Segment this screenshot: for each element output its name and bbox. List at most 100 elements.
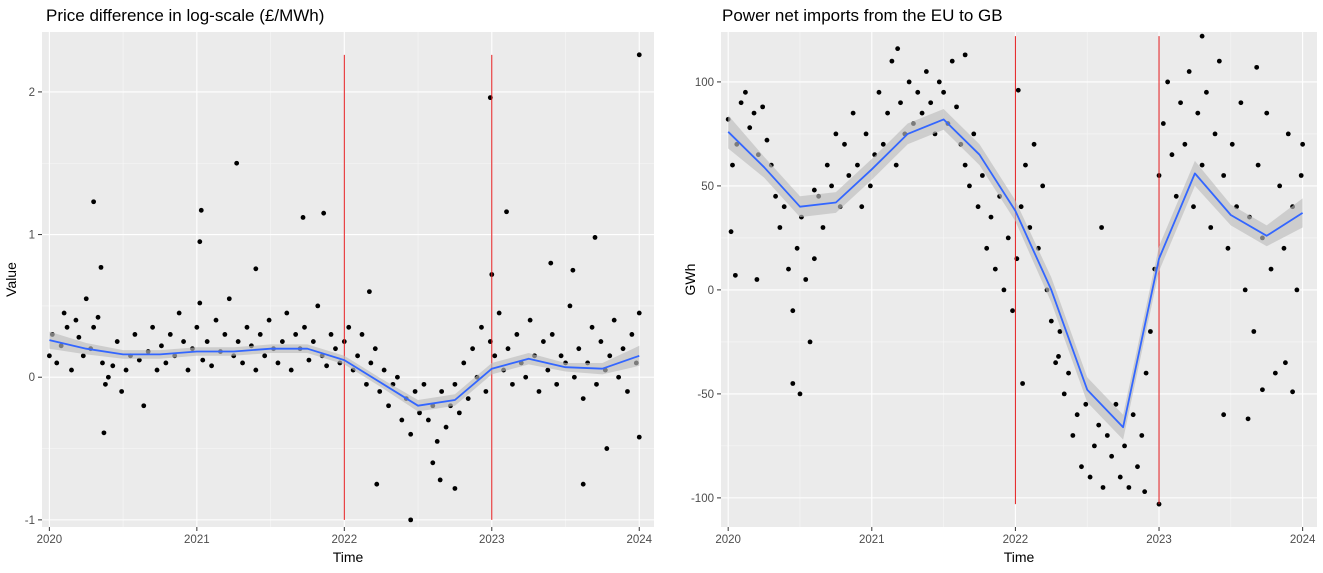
data-point bbox=[1048, 318, 1054, 324]
data-point bbox=[1272, 370, 1278, 376]
data-point bbox=[1079, 464, 1084, 470]
data-point bbox=[962, 52, 968, 58]
data-point bbox=[919, 110, 925, 116]
data-point bbox=[234, 160, 240, 166]
data-point bbox=[465, 396, 471, 402]
data-point bbox=[1104, 433, 1110, 438]
x-tick-label: 2022 bbox=[1003, 534, 1029, 546]
data-point bbox=[967, 183, 972, 189]
data-point bbox=[119, 389, 125, 394]
data-point bbox=[592, 235, 598, 240]
x-tick-label: 2024 bbox=[1290, 534, 1316, 546]
data-point bbox=[1277, 183, 1283, 189]
x-tick-label: 2023 bbox=[479, 534, 505, 546]
y-axis-title: Value bbox=[3, 262, 19, 297]
data-point bbox=[589, 324, 595, 330]
data-point bbox=[607, 353, 613, 359]
data-point bbox=[504, 209, 509, 215]
data-point bbox=[1027, 225, 1033, 230]
data-point bbox=[1096, 422, 1102, 428]
x-tick-label: 2023 bbox=[1146, 534, 1172, 546]
data-point bbox=[1251, 329, 1257, 334]
data-point bbox=[1169, 152, 1175, 158]
data-point bbox=[807, 339, 813, 345]
data-point bbox=[456, 410, 462, 416]
data-point bbox=[293, 332, 299, 337]
data-point bbox=[1290, 389, 1295, 395]
data-point bbox=[315, 303, 321, 309]
data-point bbox=[620, 346, 626, 352]
x-tick-label: 2020 bbox=[37, 534, 63, 546]
data-point bbox=[1212, 131, 1218, 137]
y-tick-label: 50 bbox=[701, 181, 714, 193]
data-point bbox=[549, 332, 555, 337]
data-point bbox=[1199, 33, 1205, 39]
data-point bbox=[1135, 464, 1140, 470]
data-point bbox=[176, 310, 182, 316]
data-point bbox=[580, 396, 586, 402]
plot-background bbox=[42, 32, 654, 527]
data-point bbox=[381, 367, 387, 373]
data-point bbox=[1117, 474, 1123, 480]
data-point bbox=[1091, 443, 1097, 449]
data-point bbox=[1074, 412, 1080, 418]
data-point bbox=[346, 324, 352, 330]
data-point bbox=[790, 381, 796, 386]
y-tick-label: -100 bbox=[691, 493, 714, 505]
x-tick-label: 2021 bbox=[184, 534, 210, 546]
data-point bbox=[185, 367, 191, 373]
data-point bbox=[1245, 416, 1251, 422]
data-point bbox=[1225, 245, 1231, 251]
data-point bbox=[1057, 329, 1063, 334]
data-point bbox=[855, 162, 860, 168]
data-point bbox=[235, 339, 241, 344]
data-point bbox=[105, 374, 111, 380]
data-point bbox=[850, 110, 856, 116]
data-point bbox=[548, 260, 554, 266]
data-point bbox=[794, 245, 800, 251]
data-point bbox=[1300, 141, 1306, 147]
data-point bbox=[262, 353, 268, 359]
data-point bbox=[895, 46, 901, 52]
data-point bbox=[567, 303, 573, 309]
data-point bbox=[91, 324, 97, 330]
data-point bbox=[1285, 131, 1291, 137]
data-point bbox=[408, 431, 414, 437]
data-point bbox=[1109, 453, 1115, 459]
data-point bbox=[64, 324, 70, 330]
data-point bbox=[324, 363, 330, 369]
data-point bbox=[372, 346, 378, 352]
data-point bbox=[114, 339, 120, 344]
data-point bbox=[1040, 183, 1046, 189]
data-point bbox=[915, 89, 921, 95]
y-tick-label: 100 bbox=[695, 77, 714, 89]
data-point bbox=[629, 332, 635, 337]
data-point bbox=[1238, 100, 1244, 106]
data-point bbox=[545, 367, 551, 373]
data-points bbox=[46, 52, 642, 523]
data-point bbox=[434, 439, 440, 444]
data-point bbox=[1023, 162, 1028, 168]
data-point bbox=[302, 324, 307, 330]
data-point bbox=[747, 125, 753, 131]
data-point bbox=[738, 100, 744, 106]
data-point bbox=[971, 131, 977, 137]
data-point bbox=[992, 266, 998, 272]
data-point bbox=[321, 210, 327, 216]
x-tick-label: 2022 bbox=[332, 534, 358, 546]
data-point bbox=[790, 308, 796, 314]
data-point bbox=[773, 193, 778, 199]
data-point bbox=[257, 332, 263, 337]
data-point bbox=[306, 357, 312, 363]
data-point bbox=[46, 353, 52, 359]
data-point bbox=[374, 481, 380, 487]
data-point bbox=[1122, 443, 1127, 449]
data-point bbox=[962, 162, 968, 168]
x-axis-title: Time bbox=[1004, 549, 1035, 565]
smooth-trend-line bbox=[49, 339, 640, 407]
data-point bbox=[275, 360, 281, 366]
data-point bbox=[1061, 391, 1067, 397]
data-point bbox=[132, 332, 138, 337]
data-point bbox=[483, 389, 489, 394]
